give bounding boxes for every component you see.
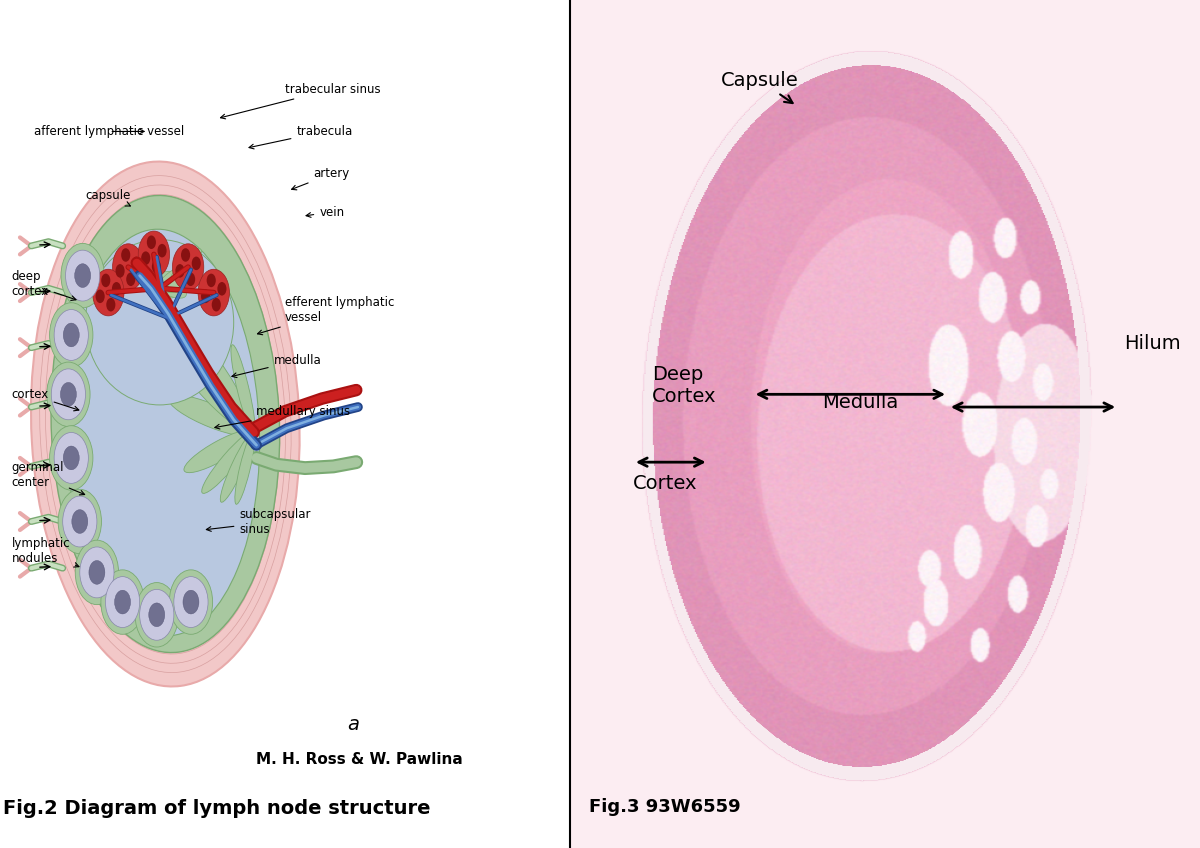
Circle shape — [49, 426, 92, 490]
Text: a: a — [348, 715, 360, 734]
Circle shape — [54, 310, 89, 360]
Circle shape — [74, 264, 91, 287]
Text: capsule: capsule — [85, 188, 131, 206]
Ellipse shape — [235, 432, 254, 505]
Circle shape — [107, 298, 115, 311]
Text: Deep
Cortex: Deep Cortex — [652, 365, 716, 406]
Circle shape — [186, 272, 196, 286]
Text: trabecula: trabecula — [250, 125, 353, 149]
Ellipse shape — [186, 368, 254, 433]
Circle shape — [101, 274, 110, 287]
Ellipse shape — [85, 239, 234, 405]
Ellipse shape — [230, 345, 254, 432]
Circle shape — [202, 289, 210, 303]
Circle shape — [64, 323, 79, 347]
Text: M. H. Ross & W. Pawlina: M. H. Ross & W. Pawlina — [256, 752, 462, 767]
Circle shape — [76, 540, 119, 605]
Circle shape — [89, 561, 104, 584]
Text: germinal
center: germinal center — [12, 460, 85, 495]
Circle shape — [101, 570, 144, 634]
Text: medulla: medulla — [232, 354, 322, 377]
Ellipse shape — [173, 244, 204, 291]
Text: artery: artery — [292, 167, 349, 190]
Ellipse shape — [92, 269, 124, 316]
Text: Medulla: Medulla — [822, 393, 899, 412]
Circle shape — [126, 272, 136, 286]
Circle shape — [112, 282, 121, 296]
Ellipse shape — [208, 351, 254, 433]
Text: vein: vein — [306, 205, 344, 219]
Ellipse shape — [138, 231, 169, 278]
Circle shape — [175, 264, 185, 277]
Text: lymphatic
nodules: lymphatic nodules — [12, 537, 79, 567]
Circle shape — [169, 570, 212, 634]
Circle shape — [146, 236, 156, 249]
Ellipse shape — [157, 263, 200, 293]
Circle shape — [149, 603, 164, 627]
Circle shape — [61, 243, 104, 308]
Text: trabecular sinus: trabecular sinus — [221, 82, 380, 119]
Circle shape — [206, 274, 216, 287]
Circle shape — [217, 282, 227, 296]
Circle shape — [72, 510, 88, 533]
Circle shape — [62, 496, 97, 547]
Circle shape — [96, 289, 104, 303]
Ellipse shape — [221, 432, 254, 502]
Text: Capsule: Capsule — [721, 71, 799, 103]
Text: afferent lymphatic vessel: afferent lymphatic vessel — [34, 125, 185, 138]
Circle shape — [49, 303, 92, 367]
Circle shape — [157, 244, 167, 258]
Circle shape — [66, 250, 100, 301]
Circle shape — [114, 590, 131, 614]
Ellipse shape — [137, 249, 174, 298]
Circle shape — [106, 577, 139, 628]
Circle shape — [174, 577, 208, 628]
Ellipse shape — [113, 244, 144, 291]
Ellipse shape — [146, 271, 196, 293]
Circle shape — [152, 259, 161, 273]
Ellipse shape — [198, 269, 229, 316]
Text: Fig.3 93W6559: Fig.3 93W6559 — [589, 798, 740, 816]
Text: subcapsular
sinus: subcapsular sinus — [206, 507, 311, 536]
Text: cortex: cortex — [12, 388, 79, 410]
Text: Hilum: Hilum — [1124, 334, 1181, 353]
Circle shape — [47, 362, 90, 427]
Circle shape — [136, 583, 179, 647]
Circle shape — [54, 432, 89, 483]
Text: Fig.2 Diagram of lymph node structure: Fig.2 Diagram of lymph node structure — [2, 800, 431, 818]
Circle shape — [132, 257, 140, 271]
Ellipse shape — [50, 195, 280, 653]
Circle shape — [181, 248, 190, 262]
Ellipse shape — [138, 265, 186, 298]
Ellipse shape — [168, 248, 202, 293]
Circle shape — [192, 257, 200, 271]
Circle shape — [182, 590, 199, 614]
Ellipse shape — [202, 432, 254, 494]
Circle shape — [52, 369, 85, 420]
Circle shape — [121, 248, 131, 262]
Text: efferent lymphatic
vessel: efferent lymphatic vessel — [258, 295, 395, 335]
Circle shape — [79, 547, 114, 598]
Text: medullary sinus: medullary sinus — [215, 404, 350, 429]
Ellipse shape — [168, 395, 253, 436]
Circle shape — [60, 382, 77, 406]
Ellipse shape — [184, 430, 253, 472]
Circle shape — [139, 589, 174, 640]
Circle shape — [211, 298, 221, 311]
Circle shape — [115, 264, 125, 277]
Text: deep
cortex: deep cortex — [12, 270, 76, 300]
Ellipse shape — [31, 162, 300, 686]
Circle shape — [64, 446, 79, 470]
Text: Cortex: Cortex — [634, 474, 697, 493]
Circle shape — [142, 251, 150, 265]
Ellipse shape — [65, 229, 259, 636]
Circle shape — [58, 489, 102, 554]
